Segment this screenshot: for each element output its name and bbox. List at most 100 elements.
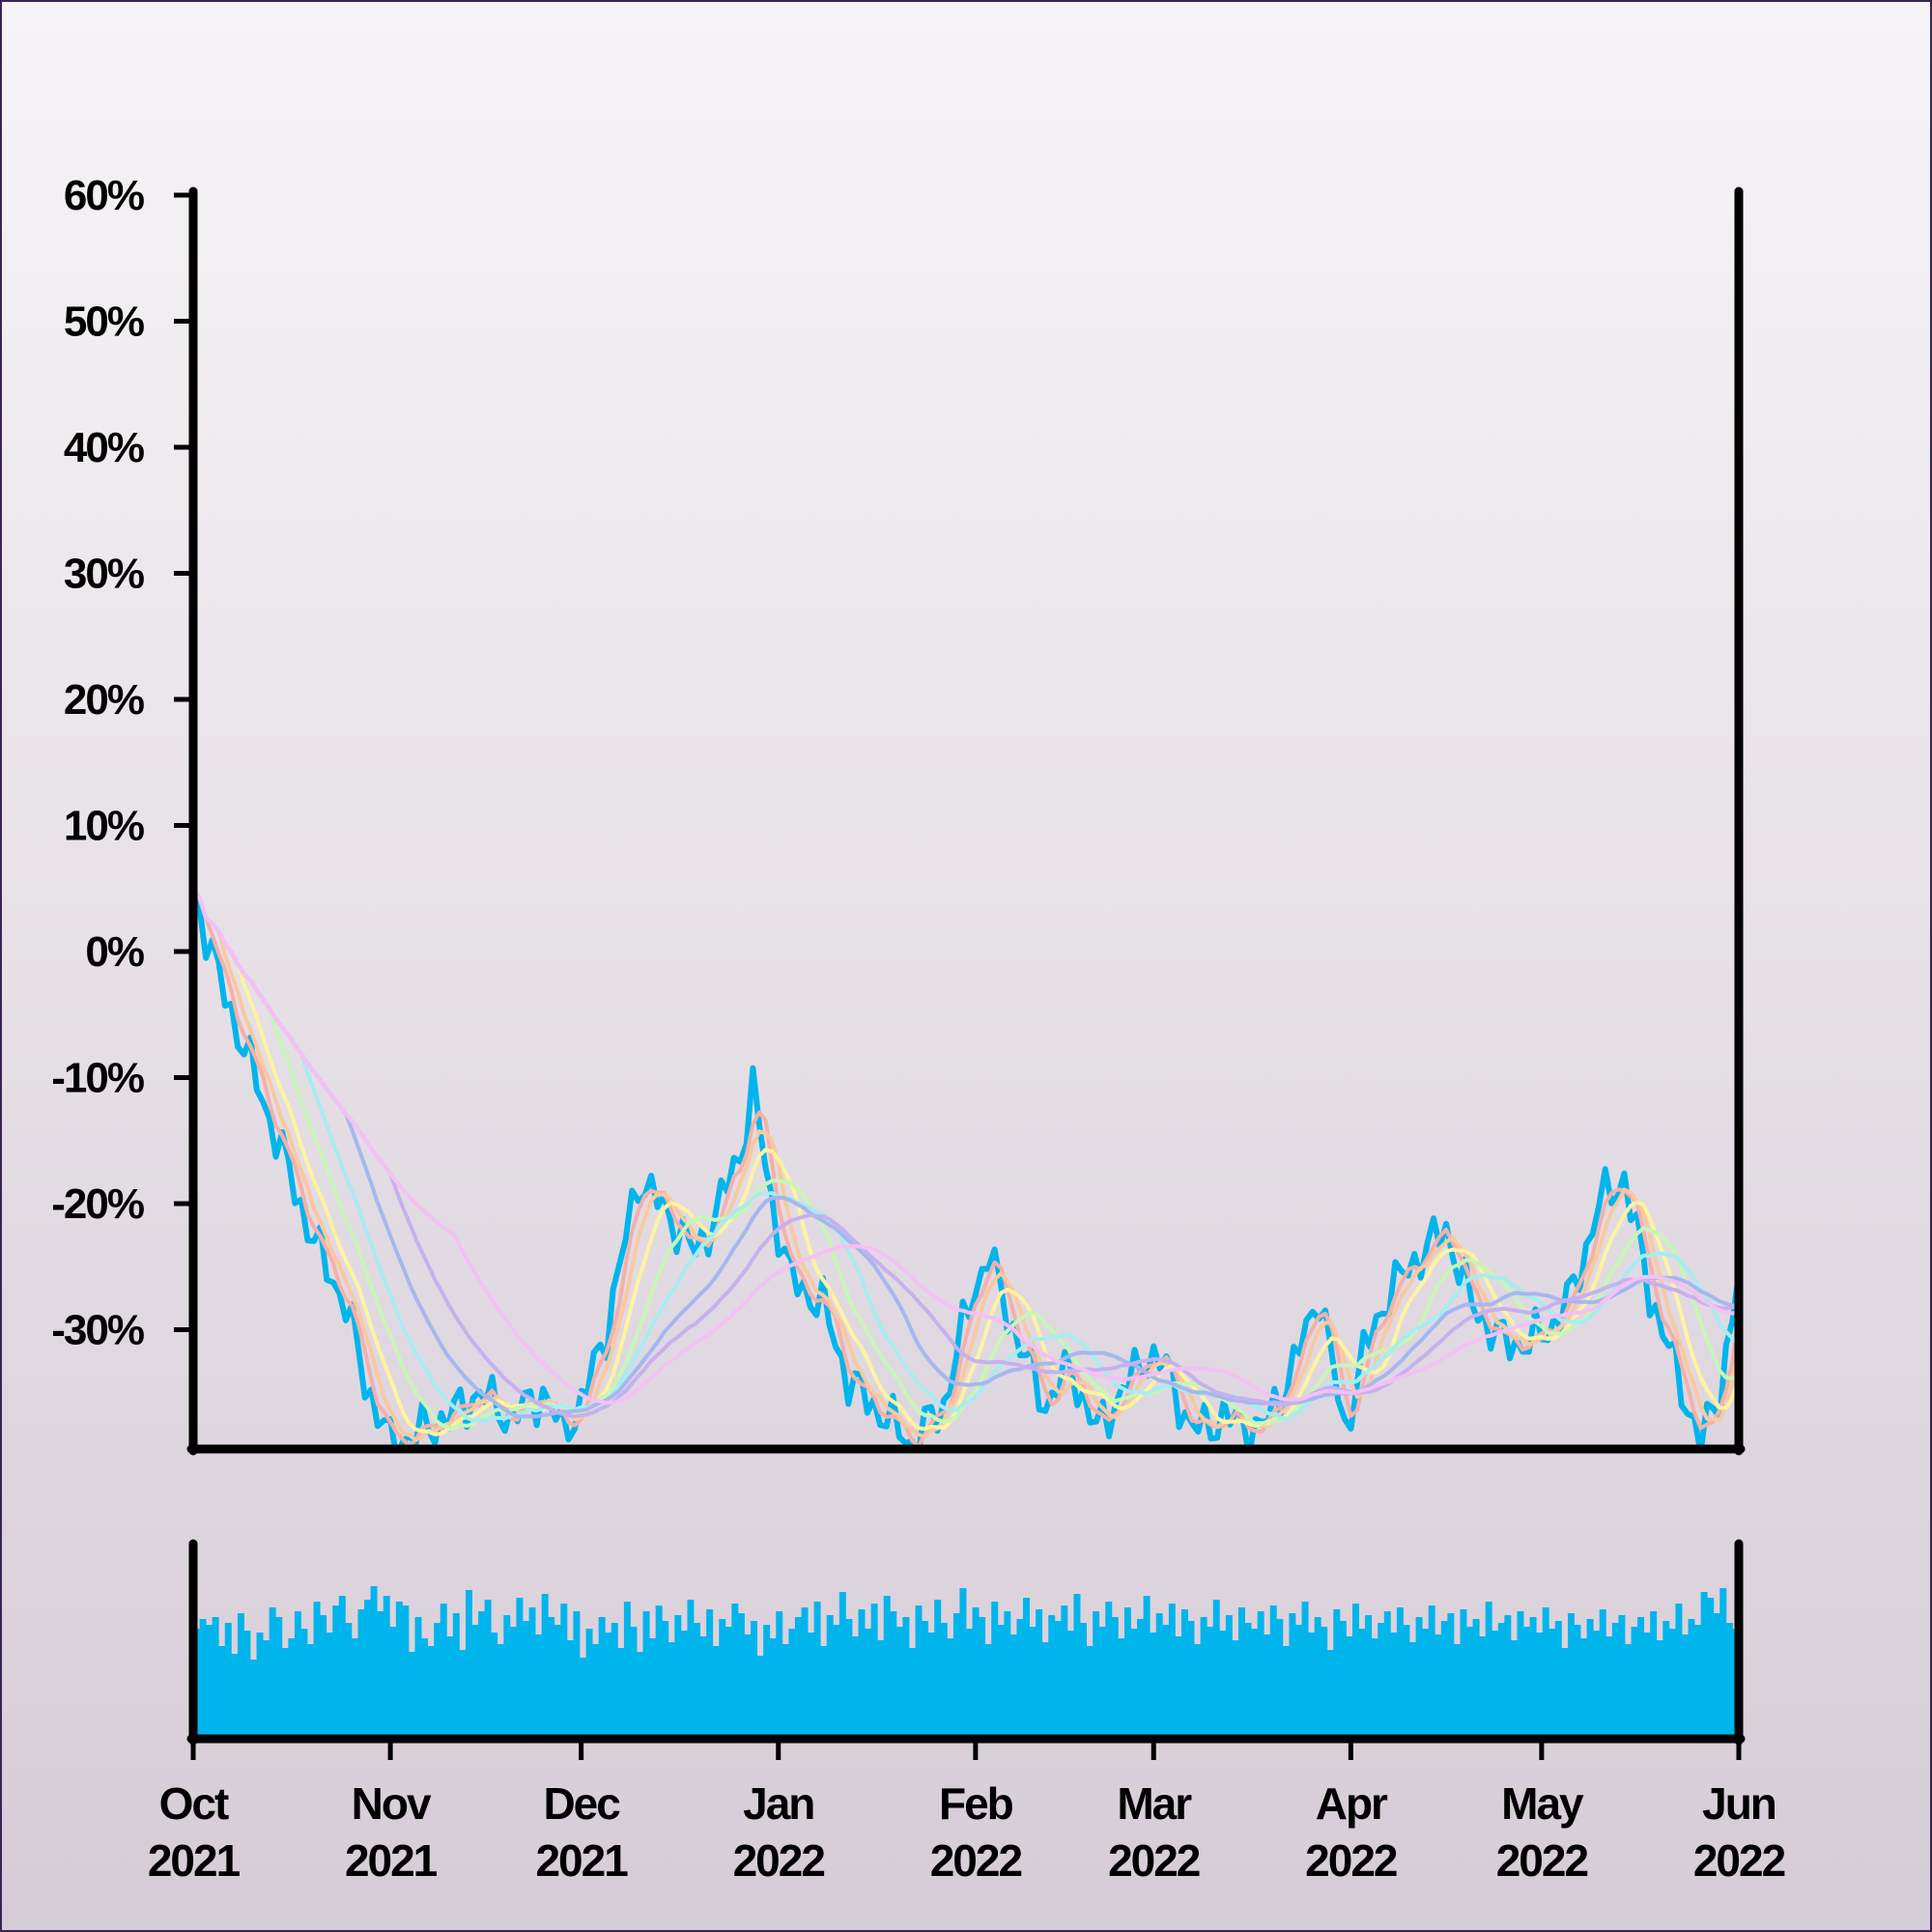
volume-bar [364,1600,372,1739]
volume-bar [649,1638,657,1739]
volume-bar [1365,1615,1373,1739]
x-tick-month: Apr [1316,1778,1388,1829]
volume-bar [605,1633,612,1739]
volume-bar [338,1596,346,1739]
x-tick-year: 2022 [930,1835,1022,1886]
volume-bar [845,1619,853,1739]
volume-bar [1492,1631,1499,1739]
volume-bar [1567,1613,1575,1739]
volume-bar [351,1638,358,1739]
volume-bar [471,1625,479,1739]
volume-bar [1004,1611,1011,1739]
volume-bar [858,1609,866,1739]
moving-average-line [193,887,1739,1442]
volume-bar [1694,1625,1702,1739]
volume-bar [1618,1615,1626,1739]
volume-bar [243,1631,251,1739]
volume-bar [199,1619,207,1739]
volume-bar [1637,1617,1645,1739]
volume-bar [326,1633,333,1739]
volume-bar [1371,1638,1378,1739]
volume-bar [1111,1617,1119,1739]
volume-bar [1453,1644,1461,1739]
volume-bar [1016,1619,1024,1739]
volume-bar [560,1604,568,1739]
y-tick-label: 50% [64,298,144,346]
volume-bar [1415,1617,1423,1739]
volume-bar [370,1586,378,1739]
volume-bar [269,1607,276,1739]
volume-bar [1409,1642,1416,1739]
volume-bar [1326,1650,1334,1739]
volume-bar [1593,1631,1601,1739]
x-tick-year: 2021 [148,1835,241,1886]
volume-bar [642,1611,650,1739]
volume-bar [427,1646,435,1739]
volume-bar [484,1600,492,1739]
volume-bar [263,1640,270,1739]
volume-bar [1580,1638,1588,1739]
volume-bar [611,1623,618,1739]
volume-bar [877,1640,885,1739]
volume-bar [1225,1615,1233,1739]
volume-bar [902,1617,910,1739]
volume-bar [1460,1609,1467,1739]
volume-bar [528,1607,536,1739]
volume-bar [1548,1629,1556,1739]
volume-bar [1029,1627,1037,1739]
volume-bar [598,1617,606,1739]
volume-bar [1346,1636,1353,1739]
volume-bar [1257,1611,1264,1739]
volume-bar [1294,1625,1302,1739]
volume-bar [1054,1621,1062,1739]
volume-bar [934,1600,942,1739]
volume-bar [694,1623,700,1739]
volume-bar [1428,1605,1435,1739]
volume-bar [377,1611,384,1739]
volume-bar [1118,1638,1125,1739]
volume-bar [630,1627,638,1739]
volume-bar [541,1594,549,1739]
volume-bar [478,1611,486,1739]
moving-average-line [193,887,1739,1419]
volume-bar [870,1604,878,1739]
volume-bar [389,1627,397,1739]
price-line [193,887,1739,1446]
volume-bar [637,1652,643,1739]
volume-bar [952,1613,960,1739]
volume-bar [1403,1625,1410,1739]
volume-bar [1333,1609,1341,1739]
x-tick-year: 2022 [733,1835,825,1886]
volume-bar [794,1617,802,1739]
volume-bar [979,1617,986,1739]
moving-average-line [193,887,1739,1419]
volume-bar [1162,1625,1170,1739]
volume-bar [580,1658,586,1739]
volume-bar [1232,1640,1239,1739]
y-tick-label: 30% [64,551,144,598]
volume-bar [300,1629,308,1739]
volume-bar [820,1646,828,1739]
volume-bar [452,1613,460,1739]
volume-bar [1517,1611,1524,1739]
x-tick-year: 2022 [1305,1835,1397,1886]
x-tick-year: 2021 [345,1835,438,1886]
volume-bar [509,1627,517,1739]
volume-bar [1187,1621,1195,1739]
volume-bar [395,1602,403,1739]
volume-bar [1251,1629,1259,1739]
volume-bar [465,1590,472,1739]
y-tick-label: 60% [64,172,144,219]
x-tick-year: 2022 [1496,1835,1588,1886]
volume-bar [1447,1613,1455,1739]
volume-bar [313,1602,321,1739]
volume-bar [1200,1617,1208,1739]
volume-bar [997,1625,1005,1739]
volume-bar [491,1633,498,1739]
volume-bar [383,1596,390,1739]
volume-bar [1643,1633,1651,1739]
volume-bar [756,1656,764,1739]
volume-bar [966,1629,973,1739]
volume-bar [623,1602,631,1739]
x-tick-year: 2022 [1693,1835,1785,1886]
